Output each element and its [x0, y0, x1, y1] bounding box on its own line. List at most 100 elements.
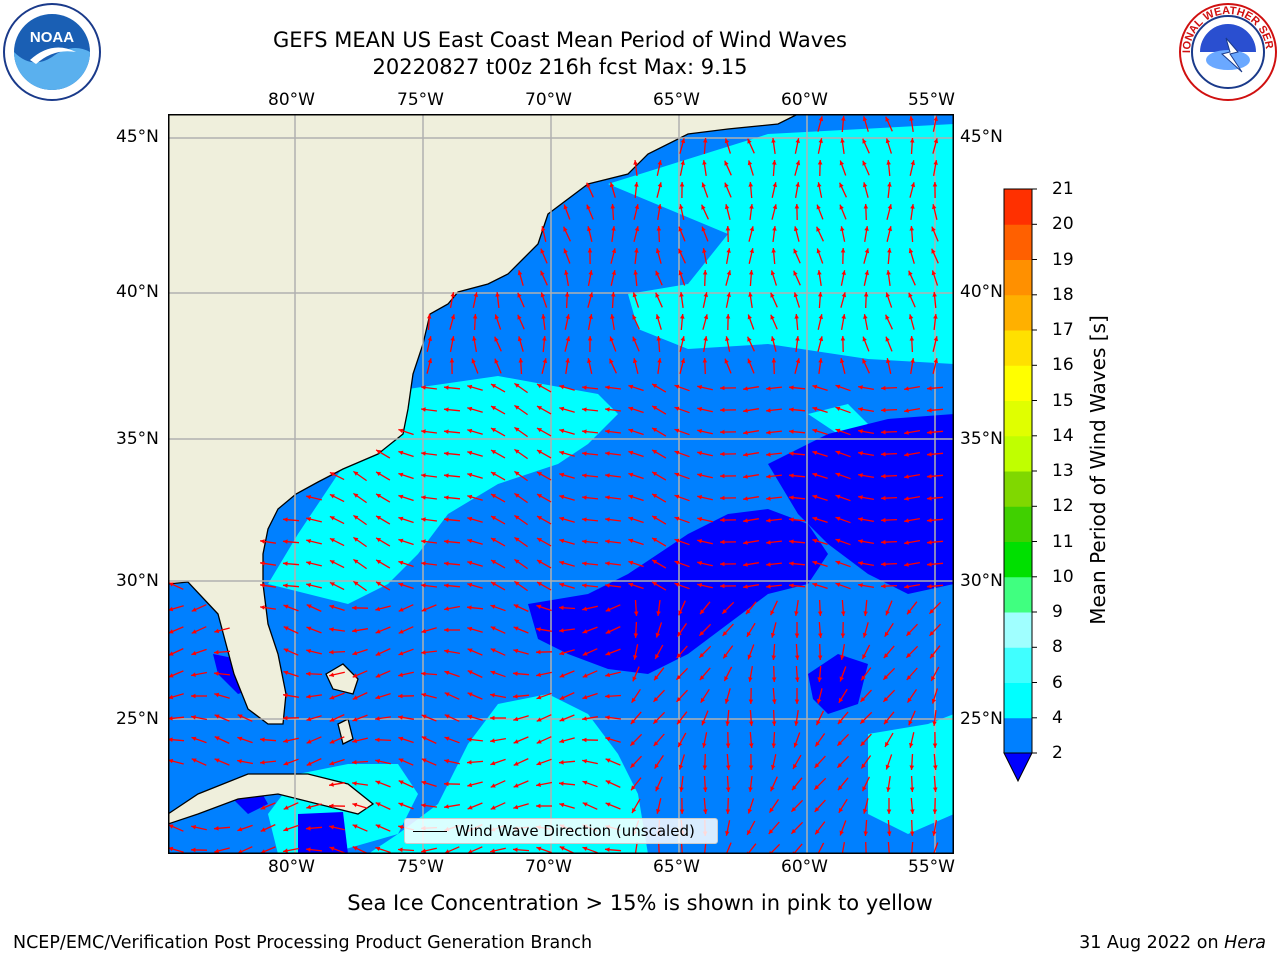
wind-wave-arrow-head [542, 358, 548, 364]
wind-wave-arrow-head [789, 385, 794, 390]
wind-wave-arrow-head [237, 714, 243, 719]
wind-wave-arrow-head [679, 182, 685, 187]
wind-wave-arrow-head [679, 292, 684, 297]
wind-wave-arrow-head [883, 674, 889, 680]
wind-wave-arrow-head [283, 648, 289, 653]
wind-wave-arrow-head [835, 560, 841, 565]
wind-wave-arrow-head [260, 849, 266, 854]
lon-tick-bottom-75w: 75°W [397, 857, 444, 877]
wind-wave-arrow-head [908, 270, 913, 276]
wind-wave-arrow-head [858, 517, 863, 522]
wind-wave-arrow-head [909, 742, 914, 748]
wind-wave-arrow-head [582, 385, 587, 390]
wind-wave-arrow-head [398, 516, 404, 521]
wind-wave-arrow-head [724, 676, 729, 682]
wind-wave-arrow-head [678, 610, 683, 616]
wind-wave-arrow-head [283, 715, 288, 721]
wind-wave-arrow-head [771, 248, 776, 253]
wind-wave-arrow-head [565, 358, 570, 363]
wind-wave-arrow-head [564, 270, 569, 275]
wind-wave-arrow-head [674, 472, 680, 477]
lat-tick-right-40n: 40°N [960, 282, 1003, 302]
wind-wave-arrow-head [634, 226, 640, 232]
wind-wave-arrow-head [467, 737, 472, 742]
wind-wave-arrow-head [559, 846, 565, 851]
wind-wave-arrow-head [699, 631, 705, 636]
wind-wave-arrow-head [260, 583, 265, 588]
wind-wave-arrow-head [605, 583, 610, 588]
wind-wave-arrow-head [214, 714, 220, 719]
wind-wave-arrow-head [863, 314, 868, 319]
wind-wave-arrow-head [748, 765, 754, 770]
wind-wave-arrow-head [444, 781, 449, 787]
wind-wave-arrow-head [840, 633, 846, 638]
wind-wave-arrow-head [678, 226, 683, 232]
wind-wave-arrow-head [329, 604, 335, 610]
wind-wave-arrow-head [904, 430, 909, 435]
wind-wave-arrow-head [352, 605, 357, 611]
wind-wave-arrow-head [605, 715, 610, 720]
wind-wave-arrow-head [812, 582, 818, 588]
wind-wave-arrow-head [375, 716, 380, 721]
wind-wave-arrow-head [656, 809, 661, 814]
wind-wave-arrow-head [513, 716, 519, 722]
wind-wave-arrow-head [214, 650, 219, 655]
noaa-logo-text: NOAA [30, 29, 74, 46]
wind-wave-arrow-head [655, 292, 660, 298]
wind-wave-arrow-head [444, 385, 449, 390]
wind-wave-arrow-head [376, 449, 382, 455]
land-areas [168, 114, 799, 825]
colorbar-under-triangle [1003, 752, 1033, 783]
wind-wave-arrow-head [353, 537, 359, 542]
wind-wave-arrow-head [883, 697, 889, 702]
wind-wave-arrow-head [678, 764, 684, 770]
wind-wave-arrow-head [630, 719, 636, 725]
wind-wave-arrow-head [260, 805, 266, 810]
wind-wave-arrow-head [748, 787, 753, 792]
wind-wave-arrow-head [652, 383, 658, 389]
wind-wave-arrow-head [656, 226, 662, 231]
wind-wave-arrow-head [375, 802, 381, 807]
wind-wave-arrow-head [858, 407, 863, 412]
wind-wave-arrow-head [794, 633, 800, 638]
wind-wave-arrow-head [674, 384, 680, 389]
colorbar-segment [1004, 294, 1032, 331]
wind-wave-arrow-head [444, 606, 449, 611]
wind-wave-arrow-head [168, 673, 174, 678]
wind-wave-arrow-head [537, 516, 542, 521]
wind-wave-arrow-head [725, 314, 731, 319]
wind-wave-arrow-head [906, 652, 912, 658]
wind-wave-arrow-head [467, 605, 472, 610]
wind-wave-arrow-head [725, 787, 731, 792]
wind-wave-arrow-head [674, 538, 680, 543]
wind-wave-arrow-head [491, 538, 496, 543]
wind-wave-arrow-head [795, 677, 800, 682]
wind-wave-arrow-head [605, 607, 611, 612]
wind-wave-arrow-head [306, 604, 312, 609]
wind-wave-arrow-head [817, 611, 823, 616]
wind-wave-arrow-head [907, 697, 912, 703]
wind-wave-arrow-head [306, 826, 311, 831]
wind-wave-arrow-head [283, 670, 289, 675]
wind-wave-arrow-head [517, 314, 522, 320]
wind-wave-arrow-head [559, 738, 565, 744]
wind-wave-arrow-head [168, 651, 174, 656]
wind-wave-arrow-head [771, 764, 776, 770]
wind-wave-arrow-head [749, 721, 754, 726]
wind-wave-arrow-head [306, 495, 312, 500]
wind-wave-arrow-head [907, 609, 912, 615]
wind-wave-arrow [657, 841, 660, 854]
wind-wave-arrow-head [881, 539, 886, 545]
wind-wave-arrow-head [582, 651, 588, 656]
wind-wave-arrow-head [676, 697, 682, 702]
wind-wave-arrow-head [881, 561, 886, 567]
wind-wave-arrow-head [559, 650, 565, 656]
wind-wave-arrow-head [283, 761, 289, 766]
wind-wave-arrow-head [818, 336, 824, 342]
wind-wave-arrow-head [610, 204, 615, 209]
wind-wave-arrow-head [605, 629, 611, 634]
wind-wave-arrow-head [657, 204, 662, 209]
wind-wave-arrow-head [863, 204, 869, 209]
wind-wave-arrow-head [678, 270, 683, 276]
wind-wave-arrow-head [398, 428, 404, 433]
